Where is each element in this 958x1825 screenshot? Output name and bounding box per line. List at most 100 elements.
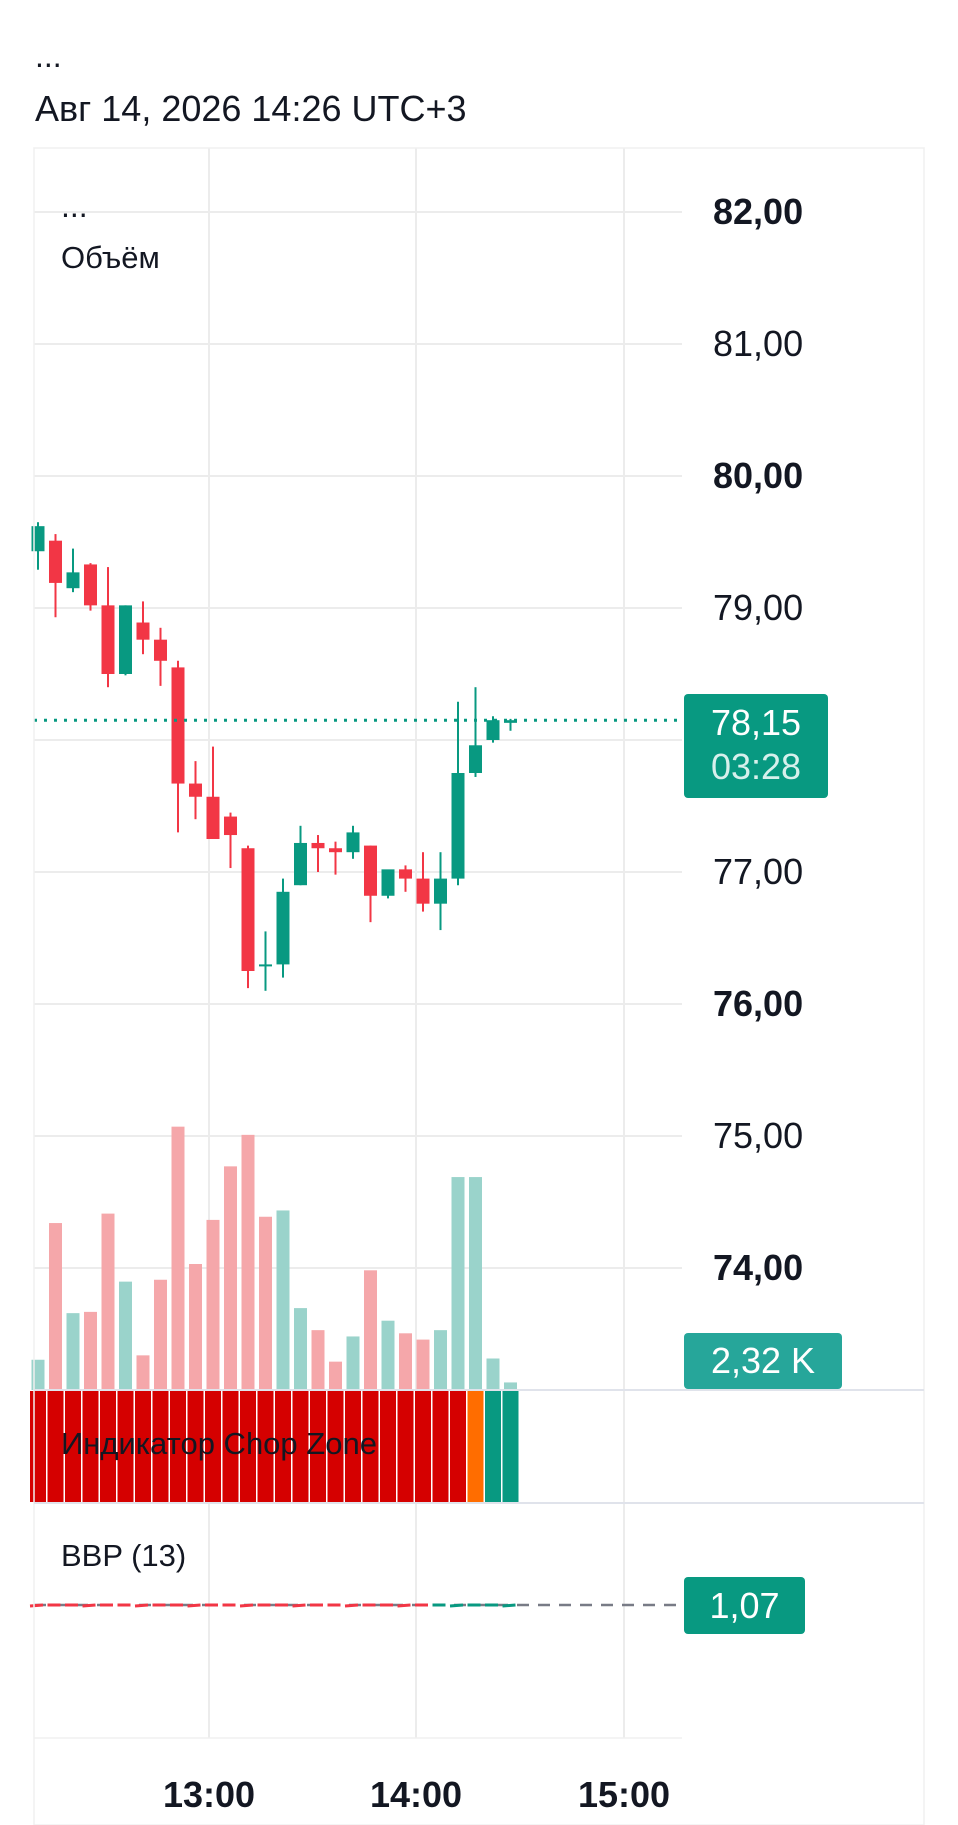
volume-bar xyxy=(84,1311,97,1390)
chop-zone-bar xyxy=(415,1391,431,1502)
bbp-segment xyxy=(449,1603,464,1608)
time-axis-label: 14:00 xyxy=(369,1774,463,1815)
volume-bar xyxy=(101,1213,115,1390)
candle-body xyxy=(329,848,342,853)
chop-zone-bar xyxy=(100,1391,116,1502)
chop-zone-bar xyxy=(65,1391,81,1502)
bbp-segment xyxy=(187,1603,201,1608)
candle-body xyxy=(276,891,290,965)
candle xyxy=(311,835,325,872)
volume-bar xyxy=(66,1313,80,1390)
volume-bar xyxy=(294,1308,307,1390)
chop-zone-bar xyxy=(292,1391,309,1502)
volume-bar xyxy=(329,1361,342,1390)
chop-zone-label: Индикатор Chop Zone xyxy=(61,1426,377,1461)
candle xyxy=(206,746,220,839)
grid-lines xyxy=(34,148,682,1738)
candle-body xyxy=(206,796,220,839)
volume-bars xyxy=(31,1126,517,1390)
volume-bar xyxy=(434,1330,447,1390)
chop-zone-bar xyxy=(310,1391,326,1502)
candle xyxy=(416,852,430,912)
main-pane-ellipsis[interactable]: ... xyxy=(61,188,88,224)
chop-zone-bar xyxy=(117,1391,134,1502)
candle-body xyxy=(154,639,167,661)
candle xyxy=(381,869,395,899)
bbp-segment xyxy=(344,1603,359,1608)
time-axis-label: 15:00 xyxy=(577,1774,671,1815)
candle-body xyxy=(311,842,325,849)
chop-zone-bars xyxy=(28,1391,520,1502)
bbp-segment xyxy=(134,1603,149,1608)
chop-zone-bar xyxy=(170,1391,186,1502)
candle-body xyxy=(224,816,237,836)
volume-bar xyxy=(224,1166,237,1390)
price-axis-label: 81,00 xyxy=(713,323,804,364)
candle xyxy=(346,825,360,859)
chop-zone-bar xyxy=(82,1391,99,1502)
candle xyxy=(154,627,167,686)
candle xyxy=(119,605,132,676)
chop-zone-bar xyxy=(135,1391,151,1502)
candle-body xyxy=(241,848,255,971)
volume-bar xyxy=(486,1358,500,1390)
candle xyxy=(49,534,62,618)
last-price-value: 78,15 xyxy=(710,702,802,743)
chop-zone-bar xyxy=(222,1391,239,1502)
volume-bar xyxy=(311,1330,325,1390)
volume-bar xyxy=(346,1336,360,1390)
volume-bar xyxy=(364,1270,377,1390)
candle xyxy=(171,660,185,833)
header-ellipsis[interactable]: ... xyxy=(35,38,62,74)
chop-zone-bar xyxy=(450,1391,466,1502)
candle-body xyxy=(416,878,430,904)
bbp-segment xyxy=(82,1603,96,1608)
candle xyxy=(469,687,482,777)
candle-body xyxy=(346,832,360,853)
header-date: Авг 14, 2026 14:26 UTC+3 xyxy=(35,88,467,129)
chop-zone-bar xyxy=(152,1391,169,1502)
candle xyxy=(66,548,80,593)
volume-bar xyxy=(469,1177,482,1390)
candle xyxy=(189,761,202,820)
candle xyxy=(399,865,412,892)
volume-bar xyxy=(154,1279,167,1390)
chop-zone-bar xyxy=(257,1391,274,1502)
candle-body xyxy=(364,845,377,896)
chop-zone-bar xyxy=(432,1391,449,1502)
chop-zone-bar xyxy=(30,1391,46,1502)
volume-bar xyxy=(206,1219,220,1390)
candle-body xyxy=(469,745,482,773)
candle-body xyxy=(434,878,447,904)
chop-zone-bar xyxy=(485,1391,501,1502)
candle xyxy=(224,812,237,869)
chop-zone-bar xyxy=(345,1391,361,1502)
candle-body xyxy=(381,869,395,896)
volume-bar xyxy=(136,1355,150,1390)
candle-body xyxy=(101,605,115,674)
candle-body xyxy=(84,564,97,606)
price-axis-label: 76,00 xyxy=(713,983,804,1024)
chop-zone-bar xyxy=(47,1391,64,1502)
chop-zone-bar xyxy=(467,1391,484,1502)
volume-bar xyxy=(189,1264,202,1390)
candle-body xyxy=(66,572,80,589)
candle-body xyxy=(259,964,272,967)
volume-bar xyxy=(119,1281,132,1390)
price-axis-label: 79,00 xyxy=(713,587,804,628)
volume-bar xyxy=(399,1333,412,1390)
bbp-segment xyxy=(292,1603,306,1608)
volume-bar xyxy=(276,1210,290,1390)
price-axis-label: 77,00 xyxy=(713,851,804,892)
bbp-segment xyxy=(397,1603,411,1608)
time-axis-label: 13:00 xyxy=(162,1774,256,1815)
candle-body xyxy=(294,842,307,886)
candle xyxy=(136,601,150,655)
bbp-line xyxy=(29,1603,682,1608)
candle-body xyxy=(49,540,62,583)
candle-body xyxy=(486,720,500,740)
volume-badge: 2,32 K xyxy=(684,1333,842,1389)
candle xyxy=(451,701,465,886)
volume-bar xyxy=(504,1382,517,1390)
